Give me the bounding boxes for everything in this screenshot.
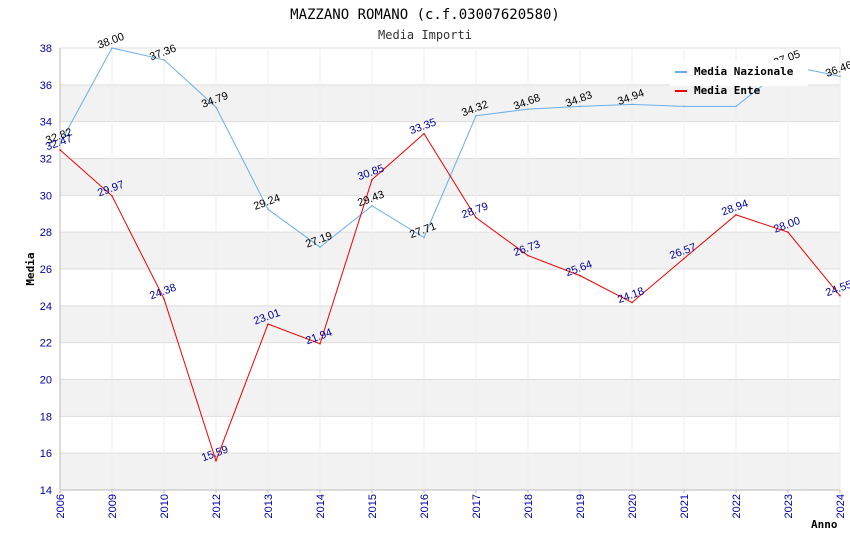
y-tick-label: 24 [40, 301, 52, 313]
data-point [423, 132, 425, 135]
x-tick-label: 2012 [211, 494, 223, 518]
data-point [527, 108, 529, 110]
y-tick-label: 26 [40, 264, 52, 276]
x-tick-labels: 2006 2009 2010 2012 2013 2014 2015 2016 2017 2018… [55, 490, 847, 518]
data-point [423, 236, 425, 239]
data-point [215, 106, 217, 108]
data-point [631, 301, 633, 304]
data-point [683, 105, 685, 108]
data-label: 37.36 [148, 43, 178, 64]
data-point [735, 105, 737, 108]
grid-bands [60, 84, 840, 490]
data-point [787, 231, 789, 233]
x-tick-label: 2024 [835, 494, 847, 518]
x-tick-label: 2015 [367, 494, 379, 518]
data-point [371, 178, 373, 181]
x-tick-label: 2006 [55, 494, 67, 518]
y-tick-label: 34 [40, 117, 52, 129]
data-point [527, 254, 529, 257]
data-point [163, 58, 165, 61]
series-line-ente [59, 132, 841, 463]
y-tick-label: 14 [40, 485, 52, 497]
x-tick-label: 2013 [263, 494, 275, 518]
legend-box [670, 60, 808, 86]
chart-subtitle: Media Importi [378, 28, 472, 42]
axes [59, 48, 840, 491]
y-tick-label: 32 [40, 154, 52, 166]
data-point [579, 274, 581, 277]
series-line-nazionale [59, 47, 841, 248]
x-tick-label: 2019 [575, 494, 587, 518]
x-axis-title: Anno [811, 518, 838, 531]
data-point [319, 342, 321, 345]
x-tick-label: 2020 [627, 494, 639, 518]
y-tick-label: 18 [40, 411, 52, 423]
data-point [475, 114, 477, 117]
legend-label-nazionale: Media Nazionale [694, 65, 794, 78]
y-tick-label: 20 [40, 375, 52, 387]
data-point [475, 216, 477, 219]
y-tick-label: 36 [40, 80, 52, 92]
y-tick-label: 38 [40, 43, 52, 55]
grid-band [60, 232, 840, 269]
grid-band [60, 305, 840, 343]
y-tick-label: 28 [40, 227, 52, 239]
data-point [579, 105, 581, 108]
y-tick-labels: 14 16 18 20 22 24 26 28 30 32 34 36 38 [40, 43, 52, 497]
data-point [267, 323, 269, 325]
legend: Media Nazionale Media Ente [670, 60, 808, 97]
gridlines [59, 47, 841, 491]
data-point [683, 257, 685, 260]
x-tick-label: 2009 [107, 494, 119, 518]
x-tick-label: 2016 [419, 494, 431, 518]
grid-band [60, 453, 840, 490]
x-tick-label: 2023 [783, 494, 795, 518]
data-point [631, 103, 633, 106]
y-tick-label: 16 [40, 448, 52, 460]
x-tick-label: 2018 [523, 494, 535, 518]
y-tick-label: 30 [40, 190, 52, 202]
data-point [267, 208, 269, 211]
data-point [735, 214, 737, 216]
data-label: 24.18 [616, 285, 646, 306]
x-tick-label: 2010 [159, 494, 171, 518]
data-point [59, 142, 61, 145]
chart-title: MAZZANO ROMANO (c.f.03007620580) [290, 7, 560, 23]
data-point [215, 459, 217, 462]
data-point [111, 47, 113, 49]
data-point [839, 75, 841, 78]
grid-band [60, 84, 840, 122]
data-point [319, 246, 321, 248]
y-tick-label: 22 [40, 338, 52, 350]
grid-band [60, 379, 840, 417]
data-label: 36.46 [824, 59, 850, 80]
x-tick-label: 2014 [315, 494, 327, 518]
data-point [111, 195, 113, 197]
data-point [59, 149, 61, 151]
data-point [163, 298, 165, 300]
legend-label-ente: Media Ente [694, 84, 761, 97]
y-axis-title: Media [24, 252, 37, 285]
data-label: 28.79 [460, 200, 490, 221]
series-layer [59, 47, 841, 463]
data-point [839, 294, 841, 297]
x-tick-label: 2017 [471, 494, 483, 518]
data-label: 24.38 [148, 282, 178, 303]
x-tick-label: 2021 [679, 494, 691, 518]
x-tick-label: 2022 [731, 494, 743, 518]
data-point [371, 205, 373, 207]
